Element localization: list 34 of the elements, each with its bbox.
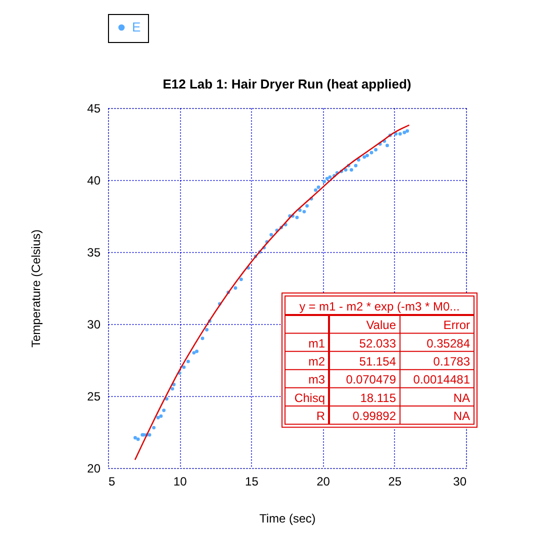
annotation: y = m1 - m2 * exp (-m3 * M0... [299, 300, 460, 314]
annotation: 0.35284 [426, 336, 470, 350]
x-axis-title: Time (sec) [259, 512, 316, 526]
annotation: NA [453, 409, 470, 424]
legend-label: E [132, 20, 141, 34]
x-tick-label: 25 [388, 474, 402, 488]
annotation: 18.115 [360, 390, 396, 405]
x-tick-label: 20 [316, 474, 330, 488]
y-tick-label: 35 [87, 246, 101, 260]
annotation: 51.154 [359, 354, 396, 368]
annotation: m3 [308, 372, 326, 387]
annotation: Chisq [294, 390, 325, 405]
x-tick-label: 30 [453, 474, 467, 488]
annotation: Error [443, 318, 470, 332]
y-tick-label: 20 [87, 462, 101, 476]
annotation: 52.033 [359, 336, 396, 350]
annotation: m2 [308, 354, 326, 368]
annotation: 0.0014481 [413, 372, 470, 387]
x-tick-label: 5 [108, 474, 116, 488]
annotation: R [316, 409, 326, 424]
annotation: m1 [308, 336, 326, 350]
y-tick-label: 25 [87, 390, 101, 404]
y-tick-label: 30 [87, 318, 101, 332]
chart-title: E12 Lab 1: Hair Dryer Run (heat applied) [162, 76, 412, 92]
annotation: 0.1783 [433, 354, 470, 368]
x-tick-label: 15 [245, 474, 259, 488]
y-axis-title: Temperature (Celsius) [29, 229, 44, 348]
annotation: 0.070479 [346, 372, 396, 387]
annotation: NA [453, 390, 470, 405]
x-tick-label: 10 [173, 474, 188, 488]
annotation: 0.99892 [352, 409, 396, 424]
annotation: Value [366, 318, 396, 332]
y-tick-label: 45 [87, 102, 101, 116]
y-tick-label: 40 [87, 174, 101, 188]
